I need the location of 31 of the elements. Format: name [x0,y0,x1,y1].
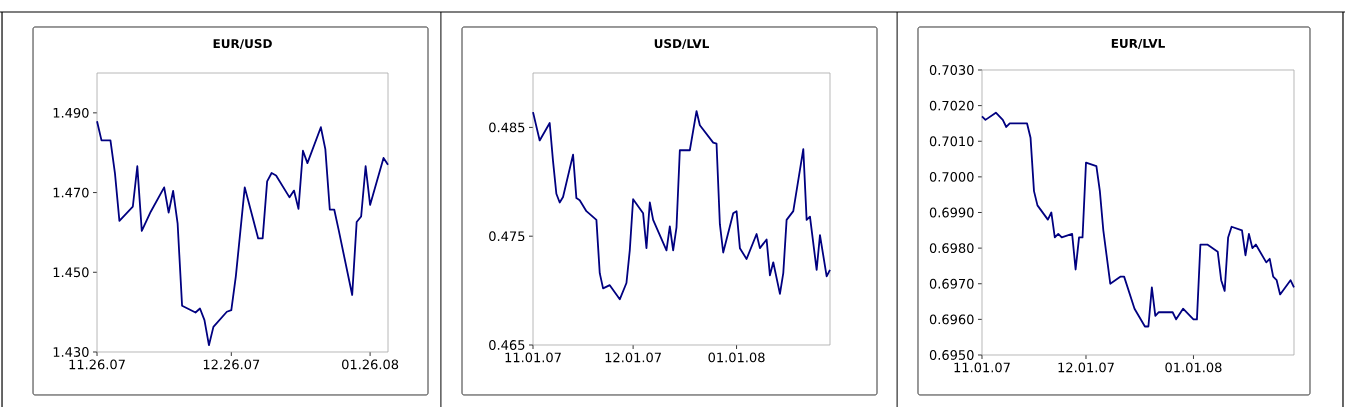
chart-title: USD/LVL [654,38,710,50]
line-series [532,110,831,301]
y-tick-label: 0.465 [489,340,525,350]
x-tick-label: 12.01.07 [605,352,661,363]
x-tick-label: 01.01.08 [708,352,765,363]
y-tick-label: 1.470 [53,187,89,198]
y-tick-label: 1.430 [53,347,89,357]
chart-title: EUR/LVL [1111,39,1165,49]
chart-title: EUR/USD [213,38,272,50]
line-series [981,111,1295,328]
line-series [96,120,389,347]
y-tick-label: 1.450 [53,267,89,278]
y-tick-label: 1.490 [53,107,89,118]
x-tick-label: 11.01.07 [505,352,561,363]
y-tick-label: 0.7030 [929,65,974,75]
y-tick-label: 0.7000 [929,171,974,182]
x-tick-label: 01.26.08 [342,359,399,370]
x-tick-label: 12.01.07 [1058,362,1114,373]
y-tick-label: 0.6970 [929,278,974,289]
y-tick-label: 0.475 [489,231,525,242]
y-tick-label: 0.7010 [929,136,974,147]
y-tick-label: 0.485 [489,122,525,133]
y-tick-label: 0.6960 [929,314,974,325]
x-tick-label: 12.26.07 [203,359,260,370]
y-tick-label: 0.7020 [929,100,974,111]
x-tick-label: 11.01.07 [954,362,1010,373]
x-tick-label: 11.26.07 [69,359,125,370]
x-tick-label: 01.01.08 [1165,362,1222,373]
y-tick-label: 0.6980 [929,243,974,254]
y-tick-label: 0.6990 [929,207,974,218]
y-tick-label: 0.6950 [929,350,974,360]
